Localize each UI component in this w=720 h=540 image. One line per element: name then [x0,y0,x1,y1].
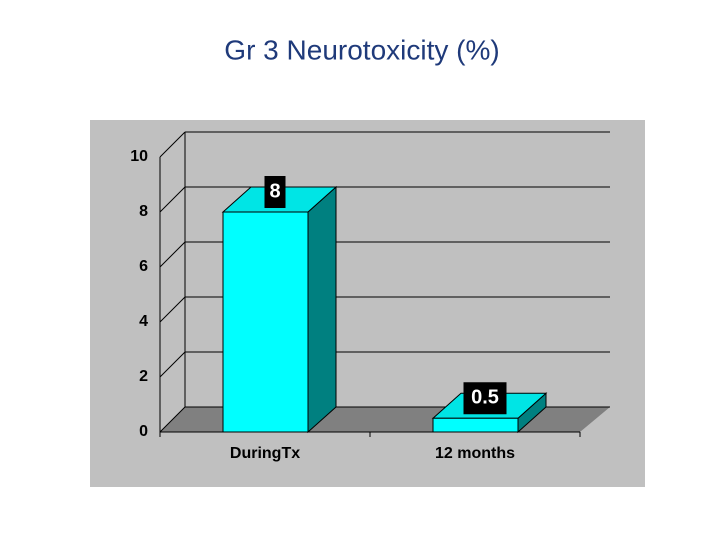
side-grid-line [159,186,186,213]
value-label: 8 [269,180,280,202]
y-tick-label: 0 [139,423,148,440]
side-grid-line [159,406,186,433]
side-grid-line [159,296,186,323]
side-grid-line [159,241,186,268]
y-tick-label: 10 [130,148,148,165]
y-tick-label: 4 [139,313,148,330]
value-label-box [463,382,507,415]
value-label-box [264,176,286,208]
x-tick-label: 12 months [435,445,515,462]
bar-side [307,185,337,434]
bar [221,185,338,434]
y-tick-label: 6 [139,258,148,275]
x-tick-label: DuringTx [230,445,300,462]
bar-front [222,211,309,433]
y-tick-label: 2 [139,368,148,385]
side-grid-line [159,131,186,158]
bar-front [432,417,519,433]
side-grid-line [159,351,186,378]
value-label: 0.5 [471,387,499,409]
chart-title: Gr 3 Neurotoxicity (%) [224,34,499,65]
y-tick-label: 8 [139,203,148,220]
